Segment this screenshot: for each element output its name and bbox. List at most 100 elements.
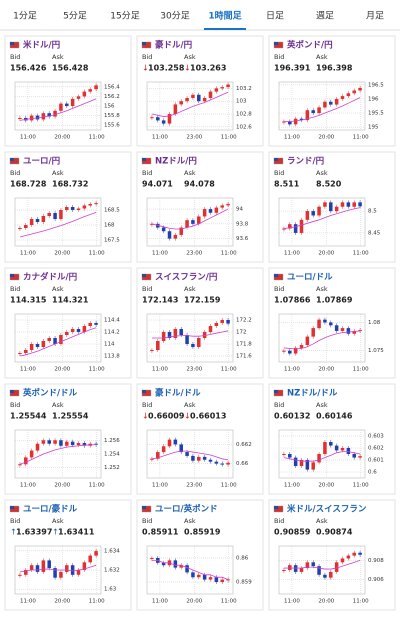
bid-label: Bid: [274, 285, 284, 293]
pair-title: カナダドル/円: [23, 272, 77, 283]
ask-label: Ask: [52, 517, 64, 525]
candle: [185, 452, 189, 456]
x-tick-label: 11:00: [353, 599, 369, 605]
candle: [293, 565, 298, 572]
y-tick-label: 0.908: [368, 558, 384, 564]
tab[interactable]: 30分足: [160, 11, 189, 22]
candle: [88, 555, 92, 563]
x-tick-label: 11:00: [284, 251, 300, 257]
candle: [299, 219, 304, 233]
tab[interactable]: 1分足: [13, 11, 37, 22]
candle: [202, 332, 207, 338]
candle: [82, 91, 87, 97]
candle: [334, 325, 339, 331]
tab[interactable]: 週足: [316, 11, 334, 22]
candle: [208, 326, 213, 332]
ask-label: Ask: [52, 401, 64, 409]
candle: [352, 552, 356, 556]
tab[interactable]: 1時間足: [208, 10, 242, 22]
pair-title: 英ポンド/ドル: [22, 388, 78, 399]
chart-frame: [146, 545, 234, 595]
candle: [173, 439, 178, 445]
ask-label: Ask: [184, 285, 196, 293]
candle: [197, 216, 201, 224]
moving-average: [283, 560, 361, 570]
flag-canton: [274, 158, 278, 161]
candle: [191, 220, 195, 224]
candle: [29, 565, 34, 570]
x-tick-label: 11:00: [152, 135, 168, 141]
candle: [346, 448, 351, 454]
candle: [305, 211, 310, 220]
candle: [329, 442, 333, 446]
candle: [220, 463, 224, 465]
tab[interactable]: 15分足: [110, 11, 139, 22]
ask-label: Ask: [184, 517, 196, 525]
candle: [59, 571, 63, 578]
x-tick-label: 11:00: [353, 135, 369, 141]
flag-canton: [10, 42, 14, 45]
candle: [94, 551, 98, 556]
bid-value: 0.90859: [274, 528, 311, 537]
flag-canton: [142, 506, 146, 509]
candle: [311, 328, 315, 337]
y-tick-label: 0.602: [368, 446, 384, 452]
x-tick-label: 11:00: [284, 135, 300, 141]
candle: [53, 110, 57, 117]
bid-value: 0.66009: [148, 412, 185, 421]
candle: [358, 202, 362, 207]
x-tick-label: 20:00: [318, 135, 334, 141]
candle: [161, 562, 166, 566]
pair-title: 英ポンド/円: [286, 40, 333, 51]
x-tick-label: 20:00: [54, 599, 70, 605]
moving-average: [283, 97, 361, 122]
candle: [150, 223, 154, 225]
candle: [41, 341, 46, 347]
candle: [179, 565, 183, 568]
candle: [35, 219, 40, 222]
chart-frame: [278, 429, 366, 479]
x-tick-label: 11:00: [152, 599, 168, 605]
candle: [167, 332, 172, 338]
y-tick-label: 0.906: [368, 577, 384, 583]
candle: [208, 459, 213, 462]
bid-label: Bid: [10, 401, 20, 409]
candle: [70, 207, 75, 210]
tab[interactable]: 5分足: [63, 11, 87, 22]
candle: [293, 224, 298, 233]
x-tick-label: 11:00: [20, 599, 36, 605]
y-tick-label: 1.08: [368, 320, 381, 326]
chart-frame: [278, 545, 366, 595]
candle: [334, 562, 339, 572]
y-tick-label: 103.2: [236, 86, 252, 92]
candle: [65, 207, 69, 210]
ask-value: 1.63411: [58, 528, 95, 537]
candle: [340, 202, 345, 207]
tab[interactable]: 月足: [366, 11, 384, 22]
x-tick-label: 20:00: [54, 483, 70, 489]
candle: [323, 319, 327, 323]
candle: [288, 224, 292, 229]
chart-frame: [146, 81, 234, 131]
candle: [88, 89, 92, 92]
candle: [329, 202, 333, 212]
x-tick-label: 20:00: [318, 251, 334, 257]
candle: [226, 84, 230, 88]
tab[interactable]: 日足: [266, 11, 284, 22]
bid-label: Bid: [142, 401, 152, 409]
